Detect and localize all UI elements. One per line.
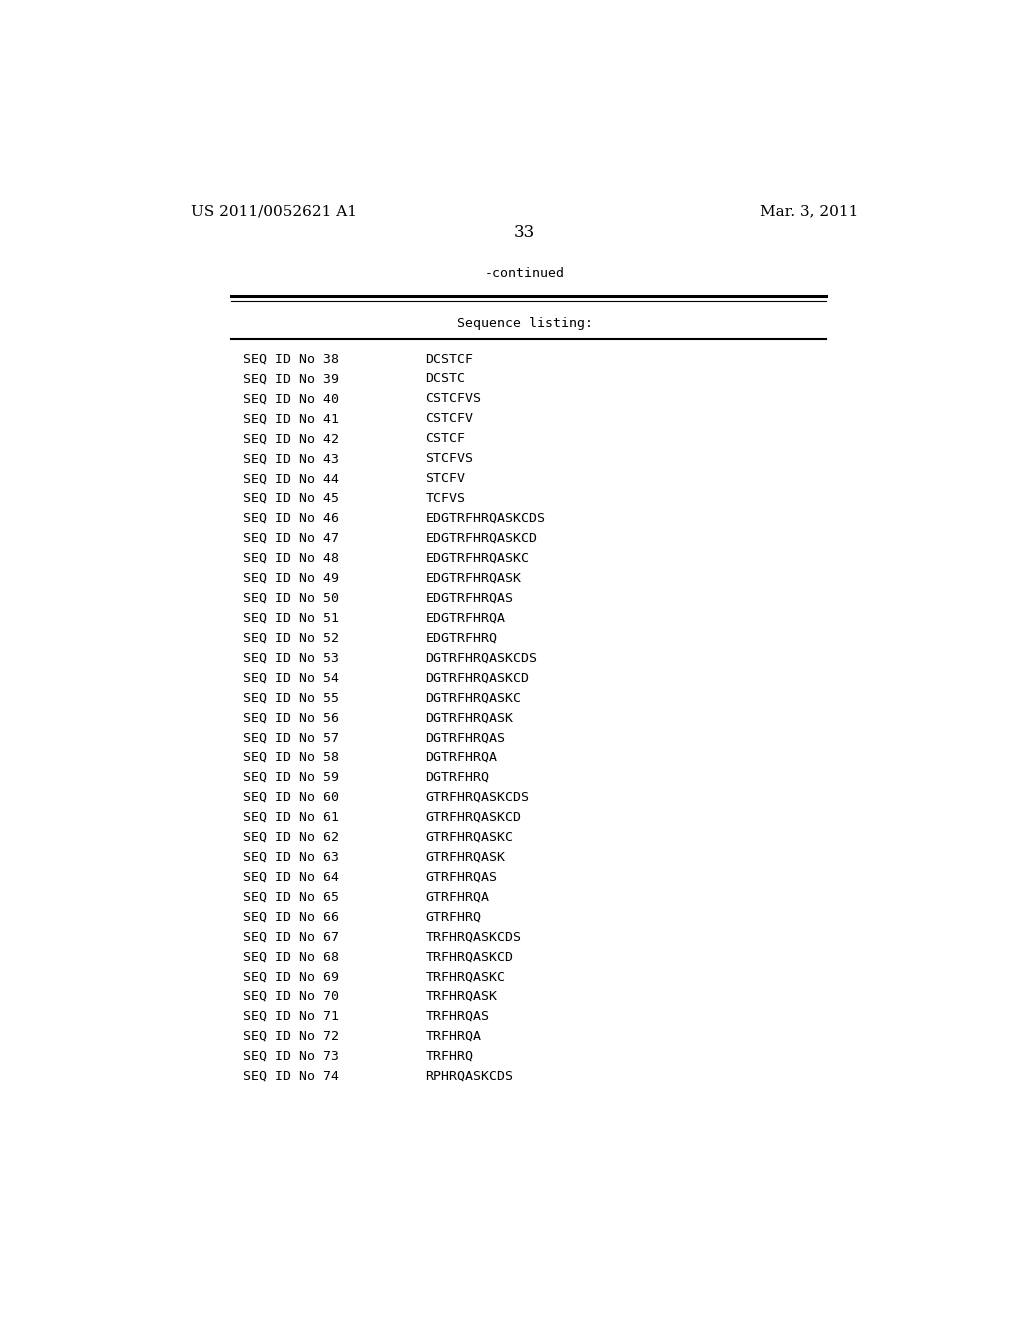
Text: EDGTRFHRQA: EDGTRFHRQA <box>426 611 506 624</box>
Text: DGTRFHRQASK: DGTRFHRQASK <box>426 711 514 725</box>
Text: SEQ ID No 47: SEQ ID No 47 <box>243 532 339 545</box>
Text: Sequence listing:: Sequence listing: <box>457 317 593 330</box>
Text: EDGTRFHRQ: EDGTRFHRQ <box>426 631 498 644</box>
Text: TRFHRQA: TRFHRQA <box>426 1030 481 1043</box>
Text: GTRFHRQASKCDS: GTRFHRQASKCDS <box>426 791 529 804</box>
Text: STCFVS: STCFVS <box>426 453 473 465</box>
Text: SEQ ID No 66: SEQ ID No 66 <box>243 911 339 923</box>
Text: SEQ ID No 40: SEQ ID No 40 <box>243 392 339 405</box>
Text: SEQ ID No 44: SEQ ID No 44 <box>243 473 339 484</box>
Text: TRFHRQASKC: TRFHRQASKC <box>426 970 506 983</box>
Text: SEQ ID No 69: SEQ ID No 69 <box>243 970 339 983</box>
Text: SEQ ID No 42: SEQ ID No 42 <box>243 432 339 445</box>
Text: EDGTRFHRQAS: EDGTRFHRQAS <box>426 591 514 605</box>
Text: SEQ ID No 58: SEQ ID No 58 <box>243 751 339 764</box>
Text: GTRFHRQ: GTRFHRQ <box>426 911 481 923</box>
Text: TCFVS: TCFVS <box>426 492 466 506</box>
Text: SEQ ID No 57: SEQ ID No 57 <box>243 731 339 744</box>
Text: DGTRFHRQASKC: DGTRFHRQASKC <box>426 692 521 704</box>
Text: RPHRQASKCDS: RPHRQASKCDS <box>426 1069 514 1082</box>
Text: SEQ ID No 74: SEQ ID No 74 <box>243 1069 339 1082</box>
Text: DGTRFHRQ: DGTRFHRQ <box>426 771 489 784</box>
Text: SEQ ID No 55: SEQ ID No 55 <box>243 692 339 704</box>
Text: 33: 33 <box>514 224 536 242</box>
Text: EDGTRFHRQASK: EDGTRFHRQASK <box>426 572 521 585</box>
Text: TRFHRQASK: TRFHRQASK <box>426 990 498 1003</box>
Text: TRFHRQAS: TRFHRQAS <box>426 1010 489 1023</box>
Text: SEQ ID No 49: SEQ ID No 49 <box>243 572 339 585</box>
Text: SEQ ID No 56: SEQ ID No 56 <box>243 711 339 725</box>
Text: EDGTRFHRQASKCD: EDGTRFHRQASKCD <box>426 532 538 545</box>
Text: GTRFHRQA: GTRFHRQA <box>426 891 489 903</box>
Text: DGTRFHRQA: DGTRFHRQA <box>426 751 498 764</box>
Text: US 2011/0052621 A1: US 2011/0052621 A1 <box>191 205 357 218</box>
Text: CSTCFV: CSTCFV <box>426 412 473 425</box>
Text: SEQ ID No 71: SEQ ID No 71 <box>243 1010 339 1023</box>
Text: GTRFHRQAS: GTRFHRQAS <box>426 870 498 883</box>
Text: SEQ ID No 38: SEQ ID No 38 <box>243 352 339 366</box>
Text: SEQ ID No 65: SEQ ID No 65 <box>243 891 339 903</box>
Text: GTRFHRQASK: GTRFHRQASK <box>426 850 506 863</box>
Text: SEQ ID No 41: SEQ ID No 41 <box>243 412 339 425</box>
Text: SEQ ID No 61: SEQ ID No 61 <box>243 810 339 824</box>
Text: SEQ ID No 46: SEQ ID No 46 <box>243 512 339 525</box>
Text: STCFV: STCFV <box>426 473 466 484</box>
Text: TRFHRQASKCDS: TRFHRQASKCDS <box>426 931 521 944</box>
Text: SEQ ID No 63: SEQ ID No 63 <box>243 850 339 863</box>
Text: CSTCF: CSTCF <box>426 432 466 445</box>
Text: TRFHRQ: TRFHRQ <box>426 1049 473 1063</box>
Text: DGTRFHRQASKCD: DGTRFHRQASKCD <box>426 672 529 684</box>
Text: DCSTCF: DCSTCF <box>426 352 473 366</box>
Text: SEQ ID No 50: SEQ ID No 50 <box>243 591 339 605</box>
Text: SEQ ID No 39: SEQ ID No 39 <box>243 372 339 385</box>
Text: SEQ ID No 68: SEQ ID No 68 <box>243 950 339 964</box>
Text: Mar. 3, 2011: Mar. 3, 2011 <box>760 205 858 218</box>
Text: SEQ ID No 53: SEQ ID No 53 <box>243 651 339 664</box>
Text: DGTRFHRQASKCDS: DGTRFHRQASKCDS <box>426 651 538 664</box>
Text: CSTCFVS: CSTCFVS <box>426 392 481 405</box>
Text: SEQ ID No 45: SEQ ID No 45 <box>243 492 339 506</box>
Text: TRFHRQASKCD: TRFHRQASKCD <box>426 950 514 964</box>
Text: SEQ ID No 52: SEQ ID No 52 <box>243 631 339 644</box>
Text: GTRFHRQASKC: GTRFHRQASKC <box>426 830 514 843</box>
Text: SEQ ID No 60: SEQ ID No 60 <box>243 791 339 804</box>
Text: SEQ ID No 64: SEQ ID No 64 <box>243 870 339 883</box>
Text: SEQ ID No 73: SEQ ID No 73 <box>243 1049 339 1063</box>
Text: -continued: -continued <box>484 267 565 280</box>
Text: SEQ ID No 62: SEQ ID No 62 <box>243 830 339 843</box>
Text: DGTRFHRQAS: DGTRFHRQAS <box>426 731 506 744</box>
Text: SEQ ID No 70: SEQ ID No 70 <box>243 990 339 1003</box>
Text: SEQ ID No 72: SEQ ID No 72 <box>243 1030 339 1043</box>
Text: SEQ ID No 59: SEQ ID No 59 <box>243 771 339 784</box>
Text: SEQ ID No 67: SEQ ID No 67 <box>243 931 339 944</box>
Text: EDGTRFHRQASKCDS: EDGTRFHRQASKCDS <box>426 512 546 525</box>
Text: SEQ ID No 54: SEQ ID No 54 <box>243 672 339 684</box>
Text: EDGTRFHRQASKC: EDGTRFHRQASKC <box>426 552 529 565</box>
Text: SEQ ID No 51: SEQ ID No 51 <box>243 611 339 624</box>
Text: SEQ ID No 43: SEQ ID No 43 <box>243 453 339 465</box>
Text: SEQ ID No 48: SEQ ID No 48 <box>243 552 339 565</box>
Text: DCSTC: DCSTC <box>426 372 466 385</box>
Text: GTRFHRQASKCD: GTRFHRQASKCD <box>426 810 521 824</box>
